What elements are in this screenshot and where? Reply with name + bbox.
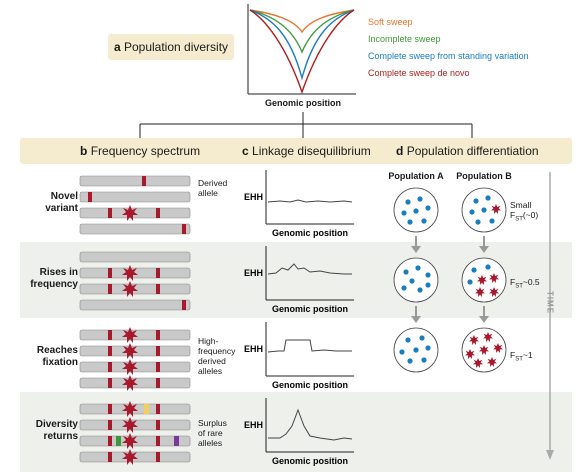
ehh-plot-diversity: EHH Genomic position <box>244 398 354 466</box>
pop-b-circle-1 <box>461 187 507 233</box>
sweep-curve-soft <box>249 9 355 34</box>
down-arrows-1 <box>411 236 489 253</box>
header-c-title: Linkage disequilibrium <box>252 144 371 158</box>
pop-a-label: Population A <box>388 171 444 181</box>
ehh-xlabel: Genomic position <box>272 456 348 466</box>
header-c: c Linkage disequilibrium <box>242 138 371 164</box>
pop-a-circle-2 <box>393 257 439 303</box>
ehh-xlabel: Genomic position <box>272 228 348 238</box>
pop-a-circle-1 <box>393 187 439 233</box>
chromosome-group-rises <box>79 251 191 311</box>
fst-label-2: FST~0.5 <box>510 277 540 290</box>
panel-connector <box>139 112 473 138</box>
sweep-curve-denovo <box>249 9 355 95</box>
down-arrows-2 <box>411 306 489 323</box>
ehh-plot-rises: EHH Genomic position <box>244 246 354 314</box>
pop-b-label: Population B <box>456 171 512 181</box>
legend-incomplete-sweep: Incomplete sweep <box>368 34 441 44</box>
sweep-xlabel: Genomic position <box>264 98 341 108</box>
ehh-xlabel: Genomic position <box>272 380 348 390</box>
header-d-letter: d <box>396 144 404 158</box>
header-c-letter: c <box>242 144 249 158</box>
note-derived-allele: Derived allele <box>198 178 228 198</box>
fst-label-3: FST~1 <box>510 350 533 363</box>
sweep-curve-standing <box>249 9 355 81</box>
legend-soft-sweep: Soft sweep <box>368 17 413 27</box>
pop-a-circle-3 <box>393 327 439 373</box>
fst-label-1: Small FST(~0) <box>510 200 539 223</box>
sweep-legend: Soft sweep Incomplete sweep Complete swe… <box>368 14 529 82</box>
ehh-ylabel: EHH <box>244 344 263 354</box>
time-arrow <box>546 172 554 460</box>
row-label-diversity: Diversity returns <box>35 419 78 442</box>
note-high-frequency: High-frequency derived alleles <box>198 336 236 376</box>
legend-denovo-sweep: Complete sweep de novo <box>368 68 470 78</box>
header-b: b Frequency spectrum <box>80 138 200 164</box>
header-b-title: Frequency spectrum <box>90 144 201 158</box>
ehh-plot-fixation: EHH Genomic position <box>244 322 354 390</box>
time-label: TIME <box>545 290 555 315</box>
header-b-letter: b <box>80 144 88 158</box>
chromosome-group-diversity <box>79 401 191 465</box>
chromosome-group-fixation <box>79 327 191 391</box>
ehh-plot-novel: EHH Genomic position <box>244 170 354 238</box>
pop-b-circle-2 <box>461 257 507 303</box>
legend-standing-sweep: Complete sweep from standing variation <box>368 51 529 61</box>
sweep-plot <box>247 4 356 95</box>
ehh-plots: EHH Genomic position EHH Genomic positio… <box>244 170 354 466</box>
frequency-spectrum-panel <box>79 175 191 465</box>
row-label-novel: Novel variant <box>45 191 78 214</box>
panel-a-title: Population diversity <box>123 40 229 54</box>
ehh-ylabel: EHH <box>244 192 263 202</box>
sweep-curve-incomplete <box>249 9 355 54</box>
pop-b-circle-3 <box>461 327 507 373</box>
panel-a-letter: a <box>113 40 121 54</box>
ehh-ylabel: EHH <box>244 420 263 430</box>
section-header-bar: b Frequency spectrum c Linkage disequili… <box>20 138 572 164</box>
row-label-fixation: Reaches fixation <box>36 345 78 368</box>
note-rare-alleles: Surplus of rare alleles <box>198 418 227 448</box>
header-d: d Population differentiation <box>396 138 539 164</box>
row-label-rises: Rises in frequency <box>30 267 78 290</box>
ehh-ylabel: EHH <box>244 268 263 278</box>
header-d-title: Population differentiation <box>406 144 539 158</box>
chromosome-group-novel <box>79 175 191 235</box>
population-differentiation-panel <box>393 187 507 373</box>
ehh-xlabel: Genomic position <box>272 304 348 314</box>
panel-a-label: a Population diversity <box>108 34 234 60</box>
